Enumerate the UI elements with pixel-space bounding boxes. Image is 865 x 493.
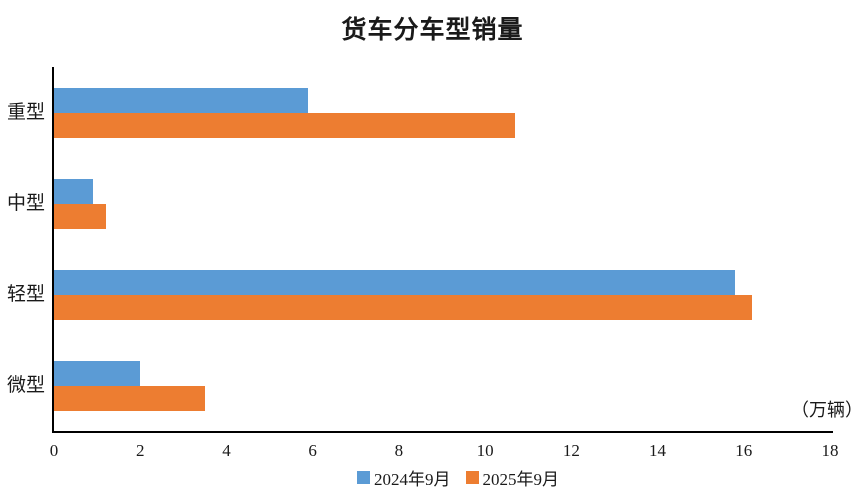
legend-item: 2025年9月 <box>465 465 560 490</box>
chart-title: 货车分车型销量 <box>341 17 524 44</box>
bar <box>54 178 93 204</box>
bar <box>54 112 516 138</box>
legend-label: 2025年9月 <box>482 470 560 489</box>
x-tick-label: 18 <box>821 441 839 460</box>
x-tick-label: 12 <box>562 441 580 460</box>
category-label: 重型 <box>6 101 45 123</box>
bar <box>54 294 753 320</box>
axis-unit-label: （万辆） <box>791 400 863 420</box>
category-label: 中型 <box>6 192 45 214</box>
x-tick-label: 14 <box>649 441 667 460</box>
x-tick-label: 10 <box>476 441 494 460</box>
bar <box>54 385 205 411</box>
x-tick-label: 0 <box>49 441 59 460</box>
x-tick-label: 6 <box>308 441 317 460</box>
category-label: 微型 <box>6 374 45 396</box>
bar <box>54 87 309 113</box>
y-axis-line <box>52 67 54 433</box>
legend-label: 2024年9月 <box>374 470 451 489</box>
x-axis-line <box>52 431 833 433</box>
x-tick-label: 8 <box>394 441 404 460</box>
legend-item: 2024年9月 <box>357 465 451 490</box>
x-tick-label: 4 <box>222 441 231 460</box>
bar <box>54 360 141 386</box>
bar <box>54 203 106 229</box>
x-tick-label: 16 <box>735 441 753 460</box>
x-tick-label: 2 <box>135 441 145 460</box>
bar <box>54 269 736 295</box>
legend: 2024年9月 2025年9月 <box>357 465 559 490</box>
legend-swatch <box>357 471 370 484</box>
legend-swatch <box>465 471 479 484</box>
category-label: 轻型 <box>6 283 45 305</box>
